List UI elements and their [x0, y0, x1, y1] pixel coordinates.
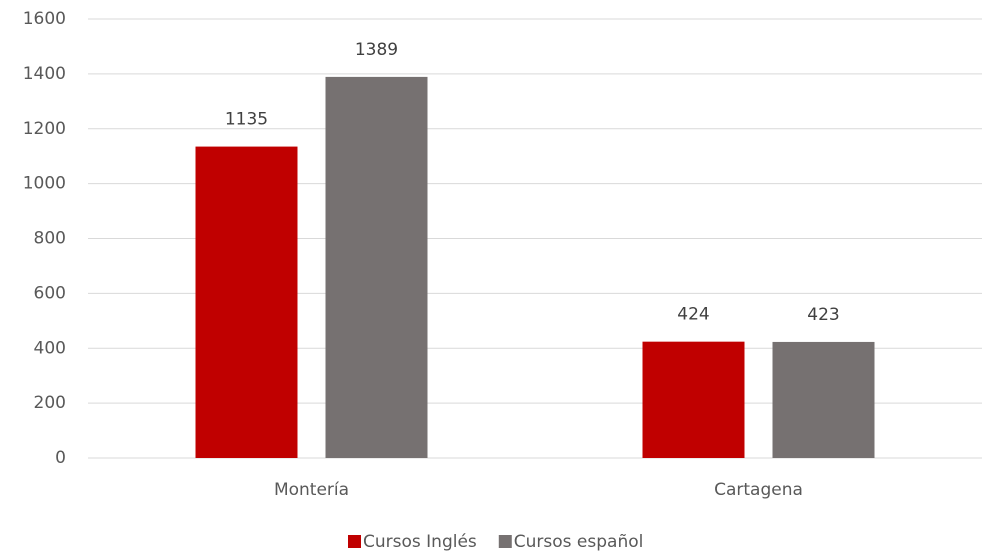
y-tick-label: 1600 [23, 9, 66, 29]
data-label: 1135 [225, 110, 268, 130]
data-label: 1389 [355, 40, 398, 60]
x-tick-label: Montería [274, 480, 349, 500]
y-tick-label: 200 [34, 393, 66, 413]
bar [642, 341, 745, 458]
legend-label: Cursos Inglés [363, 532, 477, 552]
bar [325, 76, 428, 458]
y-tick-label: 400 [34, 338, 66, 358]
y-tick-label: 1000 [23, 174, 66, 194]
y-tick-label: 1400 [23, 64, 66, 84]
y-tick-label: 600 [34, 283, 66, 303]
x-tick-label: Cartagena [714, 480, 803, 500]
bar [195, 146, 298, 458]
y-tick-label: 1200 [23, 119, 66, 139]
legend-label: Cursos español [514, 532, 644, 552]
data-label: 423 [807, 305, 839, 325]
y-tick-label: 800 [34, 229, 66, 249]
y-tick-label: 0 [55, 448, 66, 468]
legend-swatch [348, 535, 361, 548]
data-label: 424 [677, 305, 709, 325]
bar [772, 341, 875, 458]
legend-swatch [498, 535, 512, 548]
